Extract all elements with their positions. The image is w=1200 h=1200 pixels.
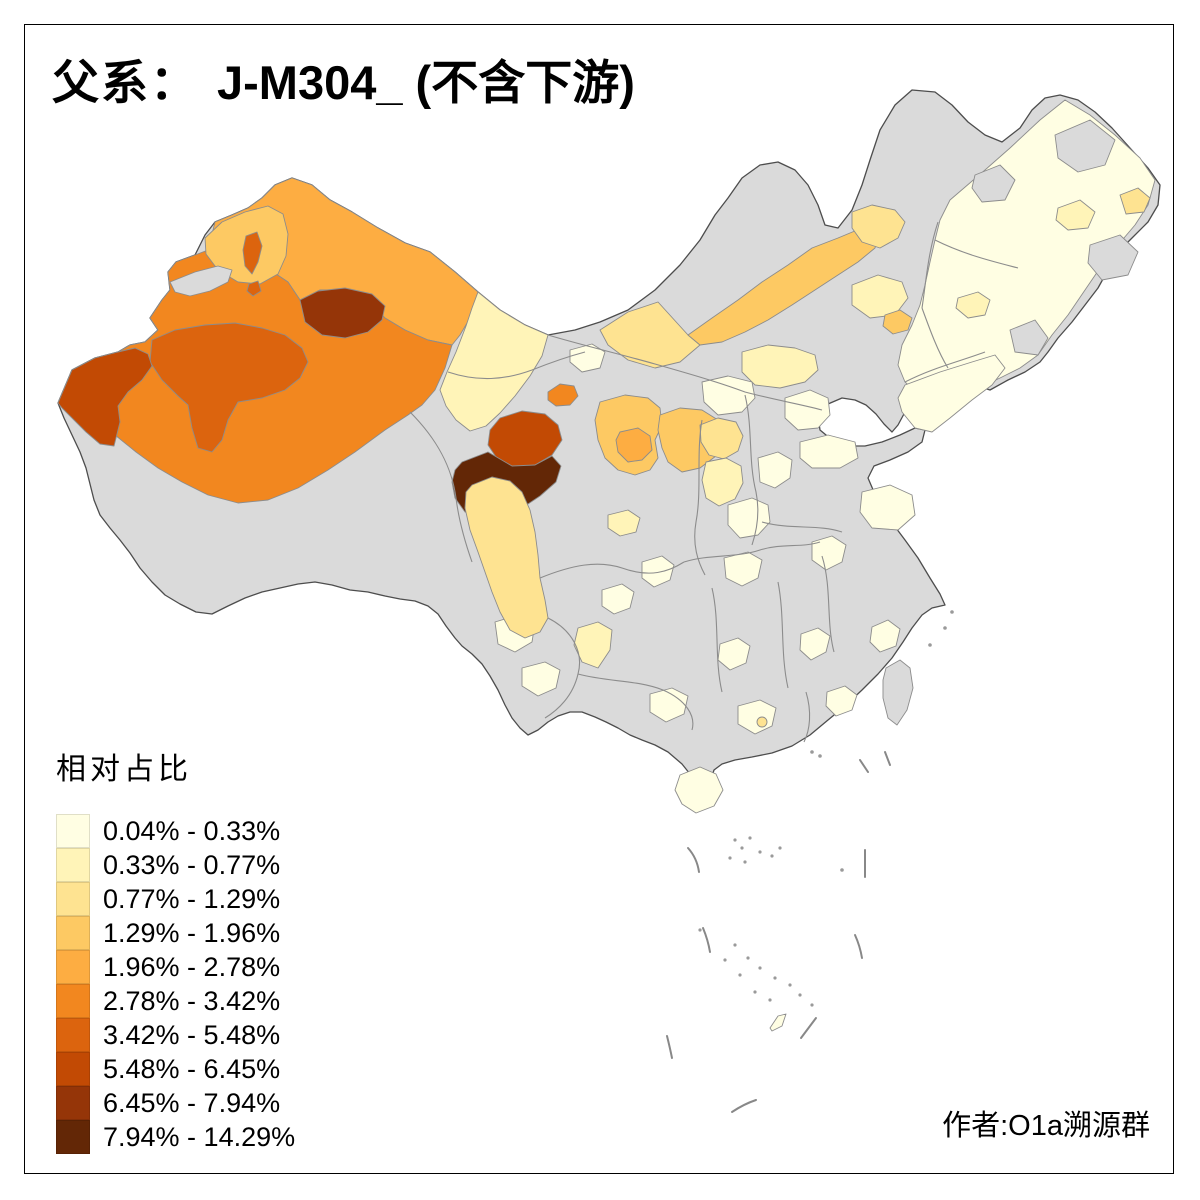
title-haplogroup: J-M304_ (不含下游): [217, 56, 635, 109]
map-region: [741, 344, 819, 389]
map-region: [439, 291, 549, 432]
legend-swatch: [56, 814, 90, 848]
legend-label: 2.78% - 3.42%: [103, 985, 281, 1016]
map-region: [641, 555, 675, 588]
map-region: [897, 354, 1006, 433]
map-region: [687, 227, 881, 346]
legend: 相对占比 0.04% - 0.33% 0.33% - 0.77% 0.77% - 1…: [56, 744, 295, 1154]
map-region: [547, 383, 579, 407]
legend-title: 相对占比: [56, 753, 192, 786]
title-prefix: 父系：: [52, 58, 199, 110]
map-region: [727, 497, 771, 539]
legend-row: 6.45% - 7.94%: [56, 1086, 295, 1120]
map-region: [599, 301, 701, 369]
map-region: [851, 274, 909, 319]
legend-label: 1.29% - 1.96%: [103, 917, 281, 948]
legend-row: 1.29% - 1.96%: [56, 916, 295, 950]
legend-label: 1.96% - 2.78%: [103, 951, 281, 982]
map-region: [784, 389, 831, 431]
legend-label: 7.94% - 14.29%: [103, 1121, 296, 1152]
map-region: [756, 716, 768, 728]
map-region: [882, 309, 913, 335]
legend-row: 7.94% - 14.29%: [56, 1120, 295, 1154]
legend-row: 0.04% - 0.33%: [56, 814, 295, 848]
map-region: [242, 231, 263, 275]
map-region: [569, 343, 606, 373]
legend-row: 0.77% - 1.29%: [56, 882, 295, 916]
attribution: 作者:O1a溯源群: [942, 1110, 1150, 1142]
map-region: [1087, 234, 1139, 281]
legend-label: 0.77% - 1.29%: [103, 883, 281, 914]
map-region: [601, 583, 635, 615]
legend-row: 5.48% - 6.45%: [56, 1052, 295, 1086]
legend-swatch: [56, 1120, 90, 1154]
map-region: [701, 457, 744, 507]
map-region: [149, 322, 309, 453]
map-region: [464, 476, 549, 639]
legend-row: 2.78% - 3.42%: [56, 984, 295, 1018]
choropleth-regions: [57, 99, 1156, 1032]
legend-swatch: [56, 1086, 90, 1120]
map-region: [799, 434, 859, 469]
map-region: [615, 427, 653, 463]
map-region: [851, 204, 906, 249]
legend-row: 3.42% - 5.48%: [56, 1018, 295, 1052]
map-region: [57, 347, 153, 447]
legend-swatch: [56, 984, 90, 1018]
map-region: [859, 484, 916, 531]
legend-swatch: [56, 848, 90, 882]
legend-swatch: [56, 882, 90, 916]
map-region: [737, 699, 777, 735]
sea-dashes: [666, 751, 891, 1113]
map-region: [799, 627, 831, 661]
legend-rows: 0.04% - 0.33% 0.33% - 0.77% 0.77% - 1.29% 1…: [56, 814, 295, 1154]
legend-label: 6.45% - 7.94%: [103, 1087, 281, 1118]
map-region: [811, 535, 847, 571]
map-region: [1119, 187, 1151, 215]
legend-label: 0.33% - 0.77%: [103, 849, 281, 880]
legend-swatch: [56, 950, 90, 984]
map-region: [723, 551, 763, 587]
legend-label: 5.48% - 6.45%: [103, 1053, 281, 1084]
map-region: [757, 451, 793, 489]
map-region: [299, 287, 386, 339]
map-title: 父系： J-M304_ (不含下游): [52, 56, 635, 111]
map-region: [869, 619, 901, 653]
province-boundaries: [409, 221, 1019, 743]
map-region: [607, 509, 641, 537]
map-region: [1009, 319, 1049, 356]
legend-swatch: [56, 1018, 90, 1052]
map-region: [649, 687, 689, 723]
legend-row: 1.96% - 2.78%: [56, 950, 295, 984]
map-region: [674, 766, 724, 814]
map-region: [573, 621, 613, 669]
map-region: [971, 164, 1016, 203]
map-region: [699, 417, 744, 460]
map-region: [246, 280, 262, 297]
legend-label: 3.42% - 5.48%: [103, 1019, 281, 1050]
legend-row: 0.33% - 0.77%: [56, 848, 295, 882]
map-region: [701, 375, 756, 416]
map-region: [1055, 199, 1096, 231]
legend-label: 0.04% - 0.33%: [103, 815, 281, 846]
map-region: [825, 685, 858, 717]
map-region: [521, 661, 561, 697]
map-region: [769, 1013, 787, 1032]
legend-swatch: [56, 916, 90, 950]
map-region: [169, 265, 233, 297]
legend-swatch: [56, 1052, 90, 1086]
island-dots: [698, 610, 954, 1007]
map-region: [1054, 119, 1116, 173]
map-region: [955, 291, 991, 319]
map-region: [882, 659, 914, 726]
